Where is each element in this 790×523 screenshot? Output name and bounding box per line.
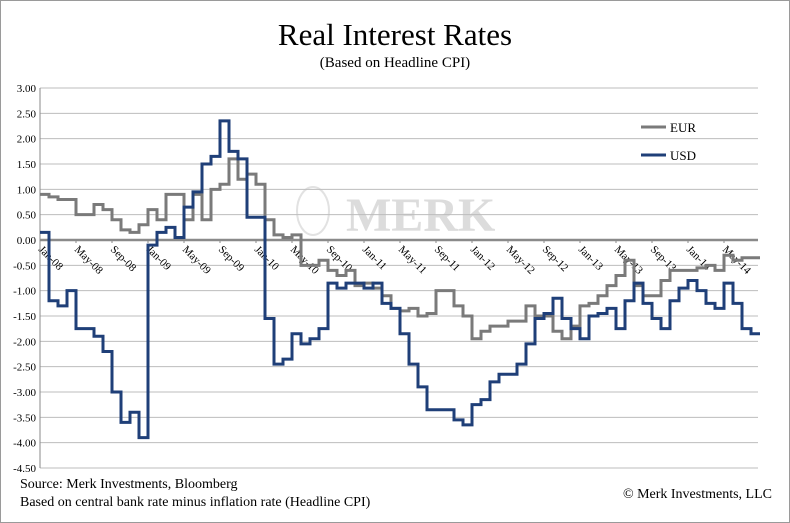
series-line-usd [40,119,760,440]
legend-label-eur: EUR [670,120,696,135]
y-tick-label: 2.00 [17,134,37,146]
x-tick-label: May-08 [72,244,105,277]
y-tick-label: -3.50 [13,412,36,424]
y-tick-label: 0.00 [17,235,37,247]
y-tick-label: 0.50 [17,210,37,222]
x-tick-label: Jan-13 [576,244,606,274]
x-tick-label: Sep-08 [108,244,139,275]
y-tick-label: -4.50 [13,463,36,475]
x-tick-label: May-11 [396,244,429,277]
x-tick-label: Sep-12 [540,244,571,275]
x-tick-label: May-09 [180,244,213,277]
x-tick-label: Jan-11 [360,244,389,273]
y-tick-label: -1.50 [13,311,36,323]
y-tick-label: -1.00 [13,286,36,298]
y-tick-label: -2.50 [13,362,36,374]
x-tick-label: Jan-10 [252,244,282,274]
x-tick-label: Sep-11 [432,244,462,274]
source-note: Source: Merk Investments, Bloomberg [20,477,238,492]
chart-subtitle: (Based on Headline CPI) [319,55,471,71]
watermark-logo: MERK [346,189,495,242]
y-tick-label: -0.50 [13,260,36,272]
y-tick-label: 1.00 [17,184,37,196]
copyright: © Merk Investments, LLC [622,487,772,502]
y-tick-label: 1.50 [17,159,37,171]
legend-label-usd: USD [670,148,696,163]
y-tick-label: -3.00 [13,387,36,399]
y-tick-label: 3.00 [17,83,37,95]
x-tick-label: May-12 [504,244,537,277]
x-tick-label: May-10 [288,244,321,277]
y-tick-label: 2.50 [17,108,37,120]
chart-title: Real Interest Rates [277,17,513,52]
y-tick-label: -2.00 [13,336,36,348]
x-tick-label: Jan-12 [468,244,497,273]
method-note: Based on central bank rate minus inflati… [20,495,371,510]
owl-logo-icon [296,186,330,236]
y-tick-label: -4.00 [13,438,36,450]
x-tick-label: Sep-09 [216,244,247,275]
